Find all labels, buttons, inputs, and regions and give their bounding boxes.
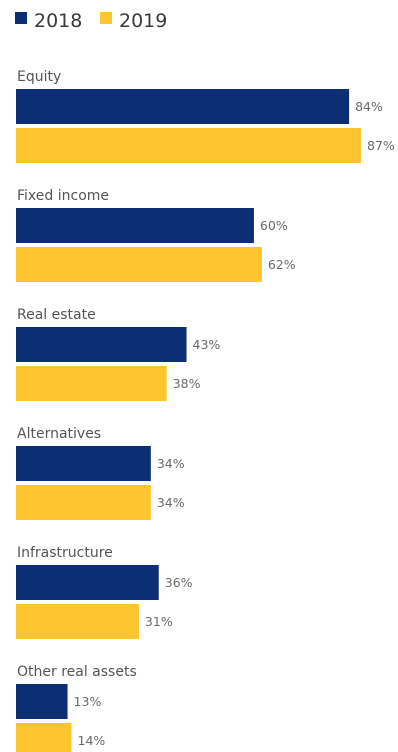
value-label-2018: 60% xyxy=(260,218,288,233)
bar-2018 xyxy=(16,208,254,243)
value-label-2018: 43% xyxy=(193,337,221,352)
bar-2018 xyxy=(16,684,68,719)
bar-2019 xyxy=(16,247,262,282)
category-label: Infrastructure xyxy=(17,545,113,561)
bar-2019 xyxy=(16,604,139,639)
value-label-2019: 14% xyxy=(78,733,106,748)
category-label: Alternatives xyxy=(17,426,101,442)
bar-2019 xyxy=(16,723,72,752)
bar-2018 xyxy=(16,327,187,362)
value-label-2018: 34% xyxy=(157,456,185,471)
bar-2018 xyxy=(16,565,159,600)
bar-2018 xyxy=(16,89,350,124)
bars-group: Equity 84% 87% Fixed income 60% 62% Real estat… xyxy=(16,69,395,752)
legend: 2018 2019 xyxy=(15,10,167,32)
value-label-2019: 34% xyxy=(157,495,185,510)
category-label: Equity xyxy=(17,69,61,85)
category-label: Fixed income xyxy=(17,188,109,204)
legend-swatch-2018 xyxy=(15,12,27,24)
legend-label-2018: 2018 xyxy=(34,10,82,32)
legend-label-2019: 2019 xyxy=(119,10,167,32)
bar-2018 xyxy=(16,446,151,481)
value-label-2018: 84% xyxy=(355,99,383,114)
value-label-2019: 38% xyxy=(173,376,201,391)
category-label: Real estate xyxy=(17,307,96,323)
value-label-2019: 87% xyxy=(367,138,395,153)
value-label-2018: 13% xyxy=(74,694,102,709)
category-label: Other real assets xyxy=(17,664,137,680)
value-label-2019: 62% xyxy=(268,257,296,272)
bar-2019 xyxy=(16,366,167,401)
legend-swatch-2019 xyxy=(100,12,112,24)
bar-2019 xyxy=(16,128,361,163)
value-label-2019: 31% xyxy=(145,614,173,629)
value-label-2018: 36% xyxy=(165,575,193,590)
bar-2019 xyxy=(16,485,151,520)
